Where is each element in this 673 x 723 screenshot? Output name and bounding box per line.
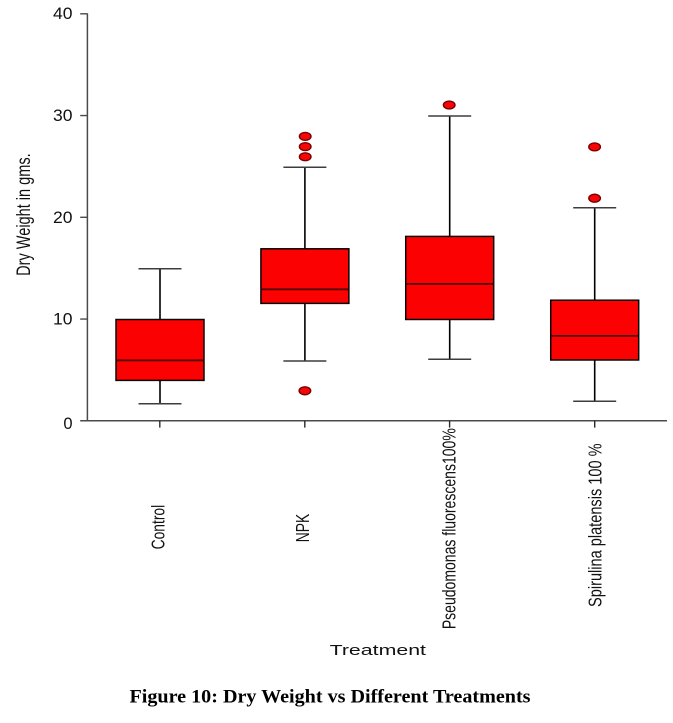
svg-text:0: 0 — [63, 415, 72, 433]
svg-text:Dry Weight in gms.: Dry Weight in gms. — [12, 153, 34, 276]
svg-text:20: 20 — [53, 209, 73, 227]
svg-text:Figure 10: Dry Weight vs Diffe: Figure 10: Dry Weight vs Different Treat… — [130, 687, 532, 708]
svg-text:Control: Control — [147, 505, 169, 550]
svg-text:30: 30 — [53, 107, 73, 125]
svg-text:Treatment: Treatment — [330, 642, 428, 659]
svg-text:10: 10 — [53, 311, 73, 329]
svg-text:40: 40 — [53, 5, 73, 23]
svg-text:Pseudomonas fluorescens100%: Pseudomonas fluorescens100% — [438, 428, 460, 629]
svg-text:NPK: NPK — [292, 514, 314, 543]
svg-text:Spirulina platensis 100 %: Spirulina platensis 100 % — [584, 443, 606, 607]
